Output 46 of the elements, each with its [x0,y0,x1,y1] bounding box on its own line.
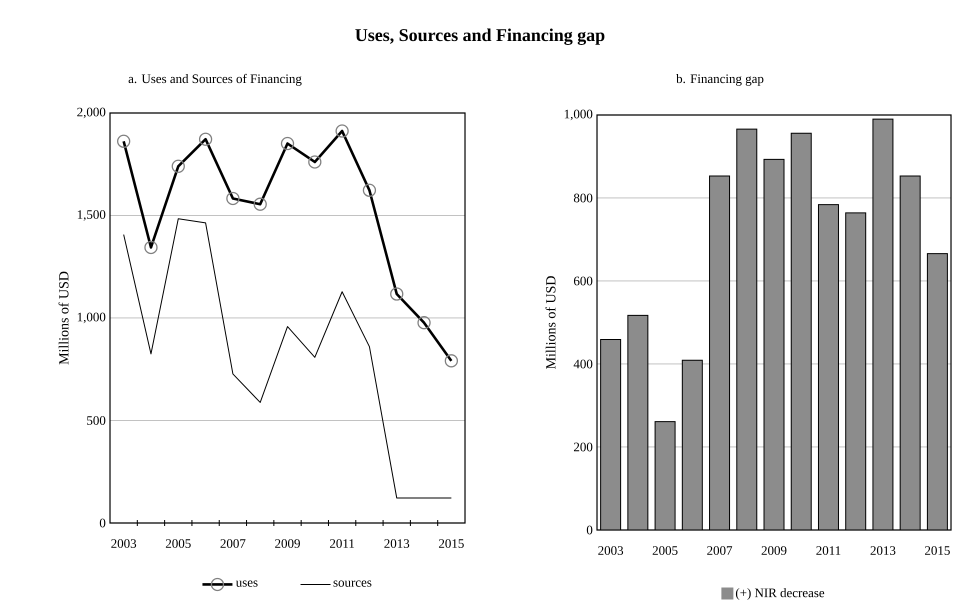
bar [872,119,893,530]
legend-label: uses [236,580,258,587]
bar [926,253,948,530]
y-tick-label: 2,000 [77,108,106,118]
bar [846,212,866,530]
y-tick-label: 0 [100,518,106,528]
x-tick-label: 2009 [762,546,786,555]
x-tick-label: 2015 [438,539,464,548]
x-tick-label: 2011 [330,539,354,548]
x-tick-label: 2011 [816,546,840,555]
x-tick-label: 2009 [275,539,300,548]
x-tick-label: 2015 [925,546,950,555]
x-tick-label: 2013 [384,539,410,548]
bar [791,133,812,530]
x-tick-label: 2007 [707,546,732,555]
bar [682,360,702,530]
y-tick-label: 800 [574,194,592,202]
x-tick-label: 2007 [220,539,246,548]
y-tick-label: 0 [586,526,592,534]
x-tick-label: 2005 [166,539,191,548]
y-tick-label: 600 [574,276,592,286]
bar [764,159,784,530]
chart-subtitle: a. Uses and Sources of Financing [128,74,302,86]
x-tick-label: 2013 [870,546,896,555]
y-tick-label: 1,000 [78,312,106,324]
legend-label: (+) NIR decrease [736,588,824,600]
bar [900,176,920,530]
x-tick-label: 2005 [652,546,678,555]
chart-title: b. Financing gap [676,74,764,86]
bar [655,422,676,530]
bar [710,176,730,530]
y-axis-title: Millions of USD [58,272,69,364]
y-tick-label: 200 [574,442,592,452]
x-tick-label: 2003 [598,546,624,555]
y-tick-label: 1,500 [78,210,106,221]
legend-label: sources [334,580,372,587]
y-tick-label: 1,000 [564,110,592,120]
y-tick-label: 400 [574,360,592,368]
x-tick-label: 2003 [111,539,136,548]
bar [818,204,838,530]
y-axis-title: Millions of USD [546,276,556,369]
bar [600,340,621,530]
bar [736,129,757,530]
y-tick-label: 500 [87,416,106,425]
chart-title: Uses, Sources and Financing gap [355,28,604,45]
bar [628,315,648,530]
